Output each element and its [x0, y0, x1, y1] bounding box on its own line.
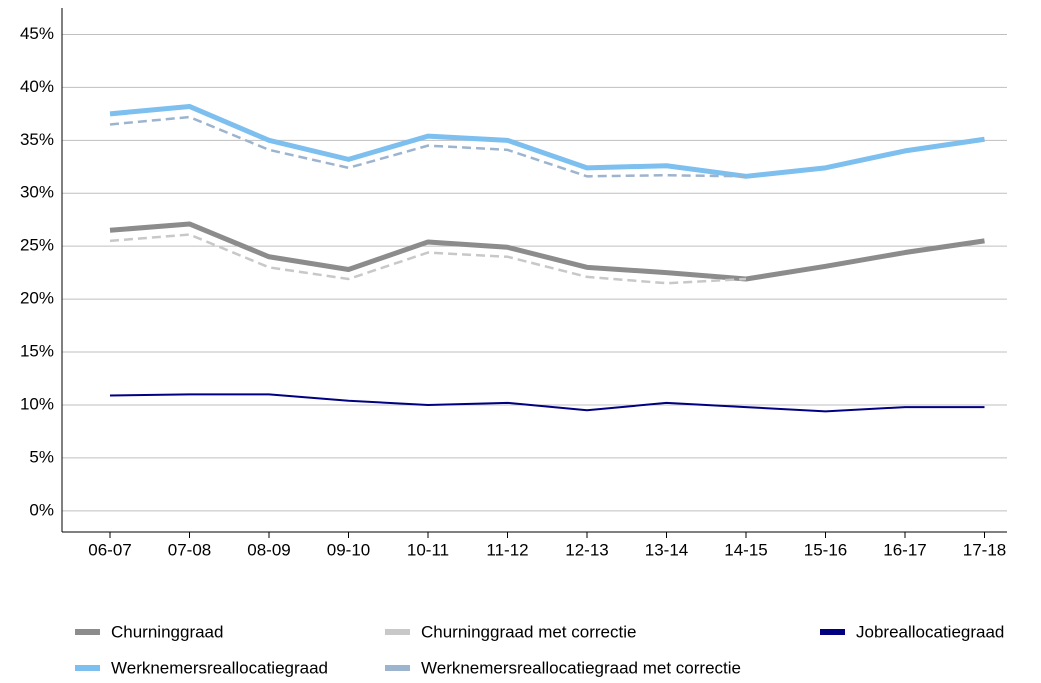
legend-label: Werknemersreallocatiegraad met correctie	[421, 658, 741, 677]
x-tick-label: 16-17	[883, 540, 926, 559]
legend-label: Churninggraad met correctie	[421, 622, 636, 641]
x-tick-label: 11-12	[486, 540, 528, 559]
y-tick-label: 30%	[20, 183, 54, 202]
x-tick-label: 14-15	[724, 540, 767, 559]
y-tick-label: 20%	[20, 289, 54, 308]
y-tick-label: 10%	[20, 394, 54, 413]
y-tick-label: 35%	[20, 130, 54, 149]
x-tick-label: 07-08	[168, 540, 211, 559]
series-line	[109, 221, 985, 282]
legend-label: Werknemersreallocatiegraad	[111, 658, 328, 677]
x-tick-label: 08-09	[247, 540, 290, 559]
legend-label: Jobreallocatiegraad	[856, 622, 1004, 641]
series-line	[109, 233, 747, 285]
y-tick-label: 40%	[20, 77, 54, 96]
series-line	[109, 103, 985, 179]
x-tick-label: 10-11	[407, 540, 449, 559]
y-tick-label: 25%	[20, 236, 54, 255]
legend-label: Churninggraad	[111, 622, 223, 641]
x-tick-label: 17-18	[963, 540, 1006, 559]
x-tick-label: 09-10	[327, 540, 370, 559]
x-tick-label: 12-13	[565, 540, 608, 559]
series-line	[109, 393, 985, 413]
x-tick-label: 15-16	[804, 540, 847, 559]
series-line	[109, 115, 747, 178]
y-tick-label: 5%	[29, 447, 54, 466]
x-tick-label: 13-14	[645, 540, 688, 559]
y-tick-label: 0%	[29, 500, 54, 519]
y-tick-label: 15%	[20, 342, 54, 361]
y-tick-label: 45%	[20, 24, 54, 43]
x-tick-label: 06-07	[88, 540, 131, 559]
